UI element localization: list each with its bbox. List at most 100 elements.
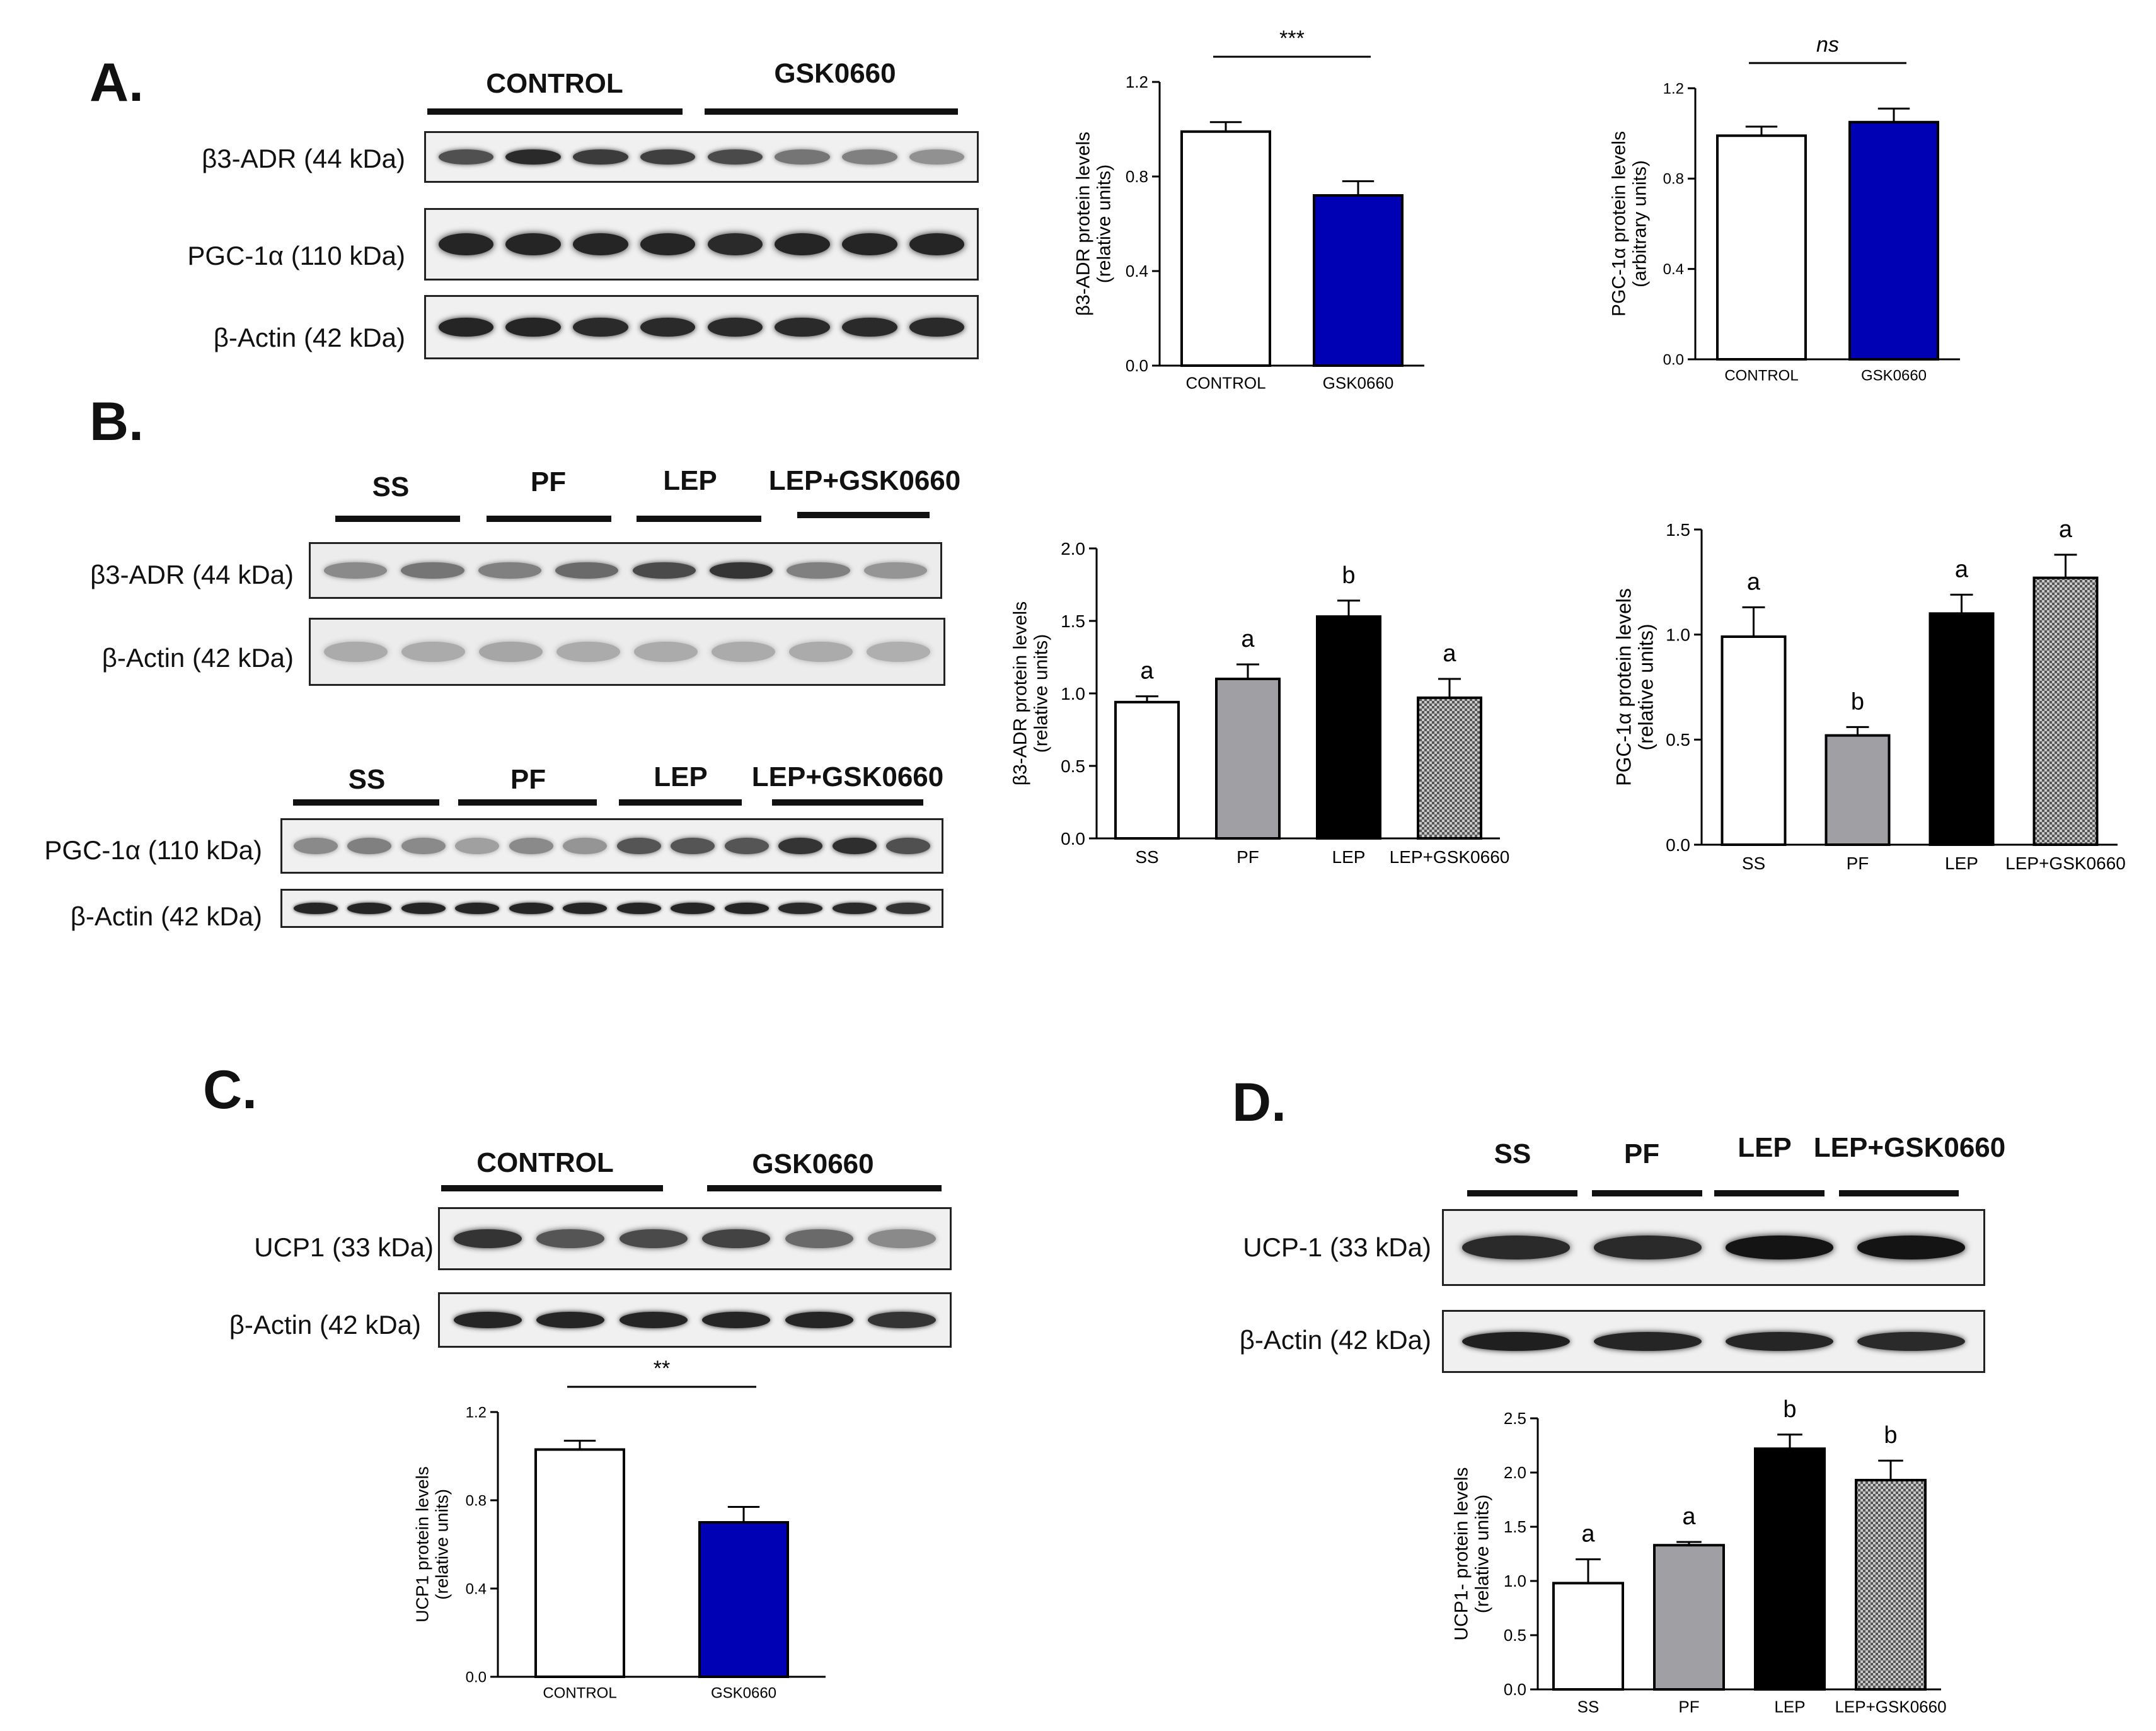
blot-band bbox=[634, 641, 698, 663]
blot-band bbox=[438, 233, 494, 255]
chart-b-pgc1a: 0.0 0.5 1.0 1.5 PGC-1α protein levels(relati… bbox=[1612, 516, 2125, 873]
bar bbox=[1313, 194, 1404, 367]
bar bbox=[1180, 130, 1271, 367]
y-tick-label: 1.0 bbox=[1061, 684, 1085, 703]
x-tick-label: GSK0660 bbox=[1861, 368, 1927, 385]
blot-strip-b3adr bbox=[424, 131, 979, 183]
y-axis-label: PGC-1α protein levels(relative units) bbox=[1612, 588, 1657, 786]
blot-band bbox=[775, 233, 830, 255]
bar bbox=[2032, 576, 2099, 847]
blot-band bbox=[556, 641, 620, 663]
bar bbox=[1721, 635, 1787, 846]
protein-label-bactin: β-Actin (42 kDa) bbox=[1239, 1325, 1431, 1355]
blot-band bbox=[509, 903, 553, 914]
group-line-lep-gsk bbox=[797, 512, 930, 518]
group-label-lep-gsk: LEP+GSK0660 bbox=[1813, 1132, 2006, 1163]
y-tick-label: 1.0 bbox=[1666, 625, 1690, 644]
y-axis-label: UCP1 protein levels(relative units) bbox=[413, 1466, 452, 1622]
x-tick-label: PF bbox=[1237, 847, 1259, 867]
blot-band bbox=[401, 903, 446, 914]
blot-band bbox=[324, 562, 388, 579]
blot-band bbox=[438, 317, 494, 337]
significance-letter: b bbox=[1342, 562, 1355, 589]
blot-band bbox=[401, 837, 446, 855]
group-label-pf: PF bbox=[1623, 1138, 1660, 1169]
x-tick-label: SS bbox=[1742, 854, 1765, 873]
x-tick-label: PF bbox=[1847, 854, 1869, 873]
blot-band bbox=[789, 641, 853, 663]
significance-mark: *** bbox=[1279, 26, 1305, 50]
blot-band bbox=[640, 233, 696, 255]
bar bbox=[1825, 734, 1891, 846]
group-line-gsk0660 bbox=[705, 108, 958, 115]
blot-band bbox=[401, 641, 465, 663]
blot-band bbox=[1461, 1236, 1571, 1259]
y-axis-label: PGC-1α protein levels(arbitrary units) bbox=[1609, 131, 1651, 316]
blot-band bbox=[671, 837, 715, 855]
y-tick-label: 0.8 bbox=[1663, 171, 1684, 188]
blot-band bbox=[1593, 1236, 1702, 1259]
group-label-ss: SS bbox=[372, 472, 410, 502]
protein-label-bactin: β-Actin (42 kDa) bbox=[101, 643, 294, 673]
blot-strip-bactin bbox=[438, 1292, 952, 1348]
significance-mark: ns bbox=[1816, 33, 1839, 57]
y-tick-label: 0.0 bbox=[466, 1669, 487, 1686]
blot-band bbox=[842, 317, 897, 337]
panel-letter-b: B. bbox=[89, 391, 144, 452]
significance-letter: a bbox=[1241, 626, 1255, 652]
group-line-ss bbox=[293, 799, 439, 806]
blot-band bbox=[702, 1311, 771, 1329]
group-line-lep bbox=[637, 516, 761, 522]
blot-band bbox=[640, 149, 696, 165]
blot-band bbox=[909, 149, 965, 165]
y-tick-label: 0.8 bbox=[466, 1492, 487, 1509]
group-label-lep: LEP bbox=[1738, 1132, 1792, 1163]
panel-letter-c: C. bbox=[203, 1060, 257, 1120]
bar bbox=[1855, 1479, 1927, 1691]
y-tick-label: 0.4 bbox=[1663, 261, 1684, 278]
y-tick-label: 1.2 bbox=[466, 1404, 487, 1421]
blot-band bbox=[438, 149, 494, 165]
blot-band bbox=[555, 562, 619, 579]
blot-strip-b3adr bbox=[309, 542, 942, 599]
blot-band bbox=[616, 837, 661, 855]
y-tick-label: 0.0 bbox=[1504, 1680, 1526, 1699]
blot-band bbox=[775, 149, 830, 165]
blot-band bbox=[455, 837, 500, 855]
chart-d-ucp1: 0.0 0.5 1.0 1.5 2.0 2.5 UCP1- protein levels(r… bbox=[1451, 1396, 1947, 1717]
significance-letter: a bbox=[1682, 1503, 1696, 1530]
x-tick-label: LEP bbox=[1332, 847, 1366, 867]
x-tick-label: LEP+GSK0660 bbox=[1835, 1697, 1946, 1716]
blot-strip-bactin bbox=[1442, 1310, 1985, 1373]
group-line-lep-gsk bbox=[1839, 1190, 1959, 1196]
y-tick-label: 0.4 bbox=[466, 1580, 487, 1597]
group-label-ss: SS bbox=[348, 764, 386, 795]
blot-band bbox=[778, 837, 823, 855]
blot-band bbox=[632, 562, 696, 579]
blot-band bbox=[563, 903, 608, 914]
y-tick-label: 0.5 bbox=[1061, 756, 1085, 776]
blot-band bbox=[1461, 1331, 1571, 1352]
blot-band bbox=[785, 1311, 853, 1329]
significance-letter: a bbox=[1581, 1521, 1595, 1548]
blot-band bbox=[347, 903, 392, 914]
group-line-pf bbox=[458, 799, 597, 806]
y-tick-label: 0.4 bbox=[1126, 262, 1148, 281]
blot-band bbox=[347, 837, 392, 855]
y-axis-label: UCP1- protein levels(relative units) bbox=[1451, 1467, 1493, 1640]
y-tick-label: 0.0 bbox=[1061, 829, 1085, 848]
significance-mark: ** bbox=[654, 1357, 670, 1381]
blot-band bbox=[401, 562, 464, 579]
group-line-gsk0660 bbox=[707, 1185, 942, 1191]
blot-band bbox=[1857, 1236, 1966, 1259]
blot-band bbox=[453, 1229, 522, 1249]
y-tick-label: 2.0 bbox=[1504, 1463, 1526, 1482]
blot-strip-bactin bbox=[309, 618, 945, 686]
group-label-gsk0660: GSK0660 bbox=[752, 1149, 874, 1179]
protein-label-ucp1: UCP1 (33 kDa) bbox=[254, 1232, 434, 1262]
group-label-pf: PF bbox=[530, 466, 567, 497]
blot-band bbox=[619, 1229, 688, 1249]
significance-letter: a bbox=[1140, 658, 1154, 685]
blot-band bbox=[868, 1311, 937, 1329]
blot-band bbox=[842, 149, 897, 165]
